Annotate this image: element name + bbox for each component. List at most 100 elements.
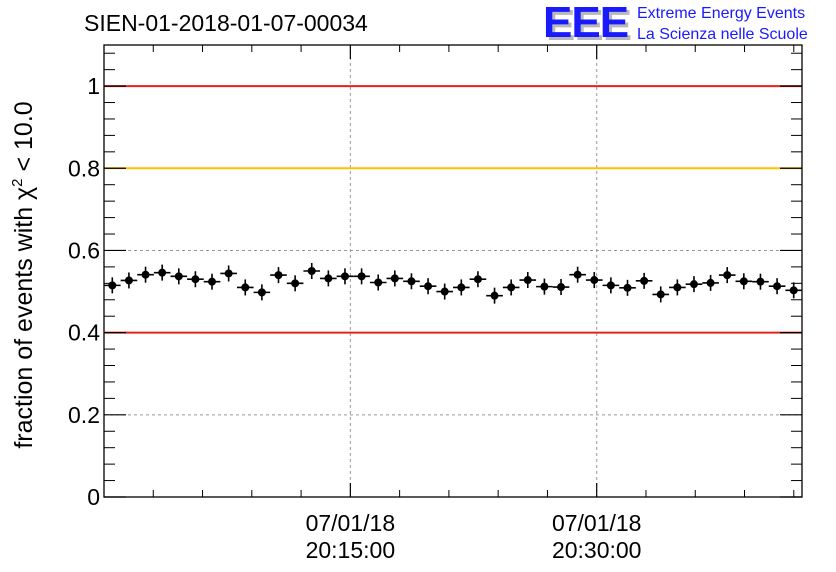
point-marker [208, 277, 217, 286]
y-axis-label-sup: 2 [9, 178, 26, 186]
data-point [469, 271, 487, 288]
data-point [286, 275, 304, 292]
x-tick-label-time: 20:30:00 [552, 537, 642, 563]
logo-line-1: Extreme Energy Events [637, 5, 806, 22]
point-marker [723, 271, 732, 280]
y-tick-label: 0.8 [68, 155, 100, 181]
x-tick-label-date: 07/01/18 [306, 510, 396, 536]
point-marker [590, 276, 599, 285]
point-marker [656, 290, 665, 299]
point-marker [789, 286, 798, 295]
data-point [685, 276, 703, 293]
point-marker [756, 277, 765, 286]
eee-logo: EEE Extreme Energy Events La Scienza nel… [543, 0, 833, 47]
data-point [585, 272, 603, 289]
y-tick-label: 1 [87, 73, 100, 99]
point-marker [191, 275, 200, 284]
data-point [602, 277, 620, 294]
y-tick-label: 0 [87, 484, 100, 510]
point-marker [523, 276, 532, 285]
point-marker [158, 268, 167, 277]
data-point [203, 273, 221, 290]
data-point [236, 279, 254, 296]
point-marker [739, 277, 748, 286]
data-point [652, 286, 670, 303]
plot-frame [103, 44, 803, 498]
data-point [253, 284, 271, 301]
data-point [419, 278, 437, 295]
point-marker [257, 288, 266, 297]
point-marker [573, 270, 582, 279]
y-tick-label: 0.6 [68, 237, 100, 263]
point-marker [490, 291, 499, 300]
point-marker [108, 281, 117, 290]
point-marker [374, 278, 383, 287]
point-marker [606, 281, 615, 290]
data-point [619, 279, 636, 296]
eee-logo-mark: EEE [543, 0, 629, 47]
point-marker [640, 276, 649, 285]
data-point [552, 279, 570, 296]
point-marker [507, 283, 516, 292]
point-marker [307, 267, 316, 275]
data-point [353, 268, 370, 285]
data-point [104, 277, 121, 294]
data-point [702, 274, 719, 291]
x-tick-label-time: 20:15:00 [306, 537, 396, 563]
point-marker [473, 275, 482, 284]
logo-line-2: La Scienza nelle Scuole [637, 26, 808, 43]
data-point [453, 279, 470, 296]
point-marker [141, 270, 150, 279]
point-marker [457, 283, 466, 292]
data-point [303, 263, 321, 279]
reference-lines [104, 85, 802, 334]
point-marker [291, 279, 300, 288]
point-marker [174, 272, 183, 281]
data-point [170, 268, 188, 285]
y-axis-label-symbol: χ [10, 187, 38, 200]
data-point [220, 265, 237, 282]
y-tick-label: 0.2 [68, 402, 100, 428]
data-point [569, 266, 586, 283]
axis-ticks [104, 45, 802, 498]
point-marker [673, 283, 682, 292]
axis-labels: 00.20.40.60.8107/01/1820:15:0007/01/1820… [68, 73, 641, 563]
point-marker [689, 280, 698, 289]
point-marker [357, 272, 366, 281]
data-points [104, 263, 802, 304]
data-point [718, 267, 736, 284]
point-marker [557, 283, 566, 292]
y-tick-label: 0.4 [68, 320, 100, 346]
point-marker [424, 282, 433, 291]
data-point [320, 270, 337, 287]
chart-title: SIEN-01-2018-01-07-00034 [84, 10, 368, 36]
point-marker [224, 269, 233, 278]
point-marker [390, 274, 399, 283]
y-axis-label-post: < 10.0 [10, 101, 38, 178]
point-marker [706, 278, 715, 287]
data-point [735, 273, 753, 290]
data-point [635, 272, 653, 289]
point-marker [773, 282, 782, 291]
data-point [536, 278, 553, 295]
point-marker [440, 287, 449, 296]
grid-layer [104, 45, 802, 497]
point-marker [623, 283, 632, 292]
point-marker [124, 276, 133, 285]
data-point [519, 272, 537, 289]
data-point [187, 271, 204, 288]
point-marker [241, 283, 250, 292]
data-point [768, 278, 786, 295]
x-tick-label-date: 07/01/18 [552, 510, 642, 536]
data-point [752, 273, 769, 290]
point-marker [407, 277, 416, 286]
point-marker [274, 271, 283, 280]
data-point [369, 274, 387, 291]
data-point [669, 279, 686, 296]
data-point [137, 266, 154, 283]
data-point [153, 264, 171, 281]
data-point [403, 273, 420, 290]
point-marker [540, 282, 549, 291]
data-point [486, 287, 503, 304]
